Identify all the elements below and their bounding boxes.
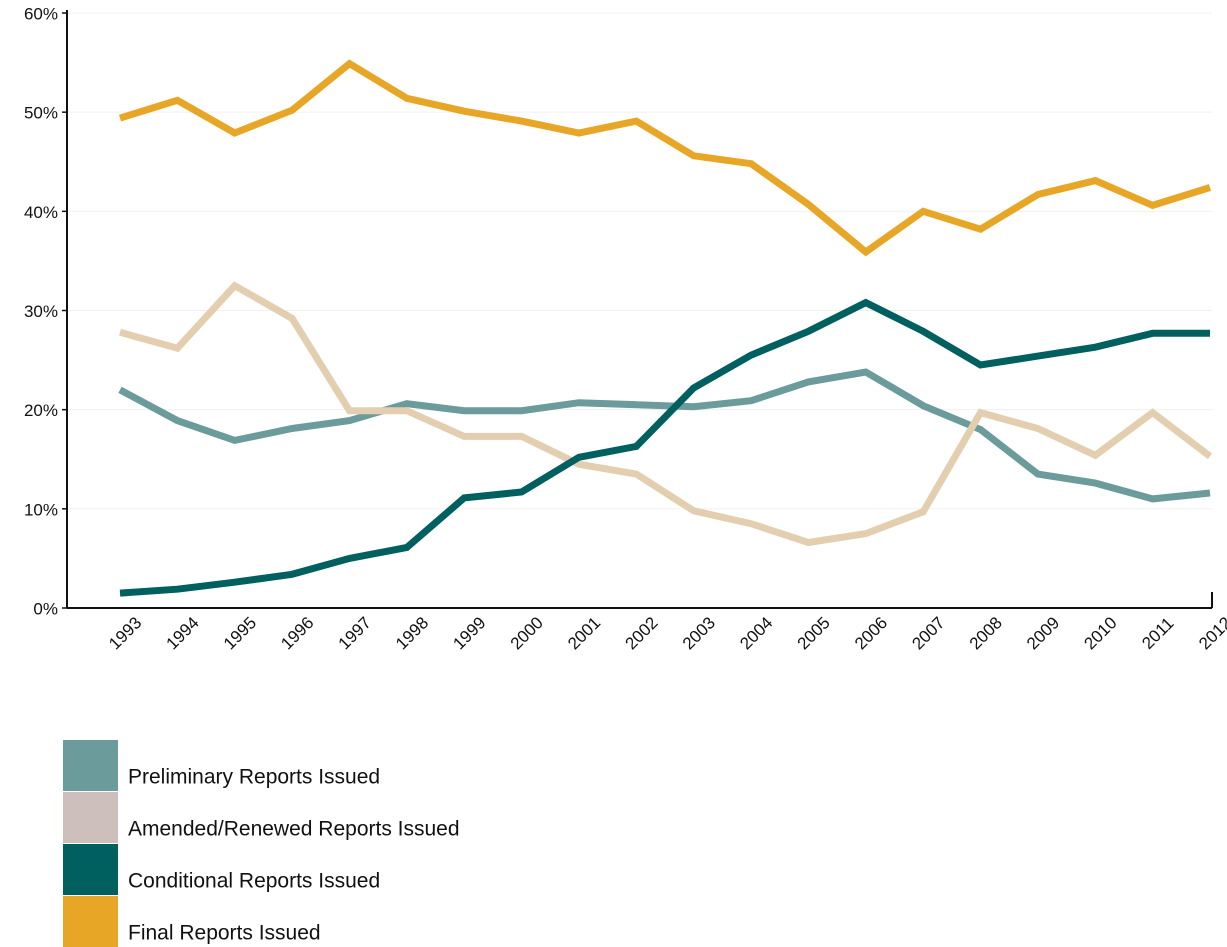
x-tick-label: 2003 bbox=[679, 613, 719, 653]
legend-swatch bbox=[63, 792, 118, 843]
x-tick-label: 2008 bbox=[966, 613, 1006, 653]
x-tick-label: 2010 bbox=[1080, 613, 1120, 653]
x-tick-label: 1996 bbox=[277, 613, 317, 653]
x-tick-label: 1998 bbox=[392, 613, 432, 653]
x-tick-label: 2000 bbox=[507, 613, 547, 653]
x-tick-label: 1994 bbox=[163, 613, 203, 653]
legend-swatch bbox=[63, 740, 118, 791]
legend-swatch bbox=[63, 896, 118, 947]
series-line bbox=[118, 59, 1212, 257]
series-line bbox=[119, 298, 1210, 597]
x-tick-label: 2012 bbox=[1195, 613, 1227, 653]
y-tick-label: 60% bbox=[24, 4, 58, 23]
legend-swatch bbox=[63, 844, 118, 895]
x-tick-label: 2005 bbox=[794, 613, 834, 653]
y-tick-label: 40% bbox=[24, 203, 58, 222]
x-tick-label: 2001 bbox=[564, 613, 604, 653]
x-tick-label: 2011 bbox=[1138, 614, 1177, 653]
legend-label: Amended/Renewed Reports Issued bbox=[128, 818, 460, 841]
x-tick-label: 2002 bbox=[622, 613, 662, 653]
series-line bbox=[118, 368, 1211, 503]
legend-label: Final Reports Issued bbox=[128, 922, 321, 945]
x-tick-label: 1997 bbox=[335, 613, 375, 653]
legend-label: Preliminary Reports Issued bbox=[128, 766, 380, 789]
x-tick-label: 1999 bbox=[449, 613, 489, 653]
y-tick-label: 50% bbox=[24, 104, 58, 123]
x-tick-label: 2009 bbox=[1023, 613, 1063, 653]
y-tick-label: 0% bbox=[33, 599, 58, 618]
x-tick-label: 1993 bbox=[105, 613, 145, 653]
series-line bbox=[119, 281, 1213, 547]
y-tick-label: 10% bbox=[24, 500, 58, 519]
x-tick-label: 2004 bbox=[736, 613, 776, 653]
x-tick-label: 1995 bbox=[220, 613, 260, 653]
legend-label: Conditional Reports Issued bbox=[128, 870, 380, 893]
y-tick-label: 20% bbox=[24, 401, 58, 420]
x-tick-label: 2006 bbox=[851, 613, 891, 653]
x-tick-label: 2007 bbox=[908, 613, 948, 653]
y-tick-label: 30% bbox=[24, 302, 58, 321]
